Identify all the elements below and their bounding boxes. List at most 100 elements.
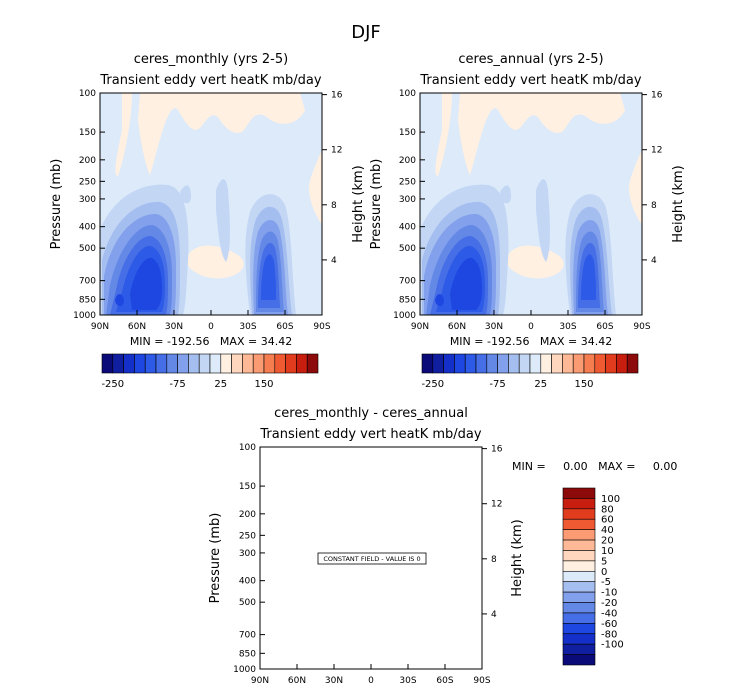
x-tick-label: 90N — [251, 676, 269, 686]
colorbar-swatch — [486, 353, 498, 374]
y-axis-label: Pressure (mb) — [208, 513, 223, 604]
colorbar-label: 0 — [601, 567, 607, 578]
contour-positive-region — [629, 150, 642, 225]
y-tick-label: 850 — [399, 295, 416, 305]
contour-positive-region — [309, 150, 322, 225]
colorbar-swatch — [454, 353, 466, 374]
colorbar-swatch — [562, 633, 596, 645]
x-axis: 90N 60N 30N 0 30S 60S 90S — [251, 664, 491, 686]
colorbar-swatch — [562, 643, 596, 655]
y-tick-label: 200 — [79, 156, 96, 166]
x-tick-label: 90N — [411, 322, 429, 332]
y2-tick-label: 8 — [491, 555, 497, 565]
y-axis: 100 150 200 250 300 400 500 700 850 1000 — [73, 89, 105, 321]
colorbar-label: -75 — [169, 379, 185, 390]
y-tick-label: 100 — [79, 89, 96, 99]
panel-ceres-monthly: ceres_monthly (yrs 2-5) Transient eddy v… — [49, 52, 366, 390]
panel-subtitle: Transient eddy vert heatK mb/day — [259, 427, 481, 442]
colorbar-swatch — [306, 353, 319, 374]
colorbar-label: 5 — [601, 556, 607, 567]
contour-negative-level — [216, 179, 230, 262]
contour-negative-level — [435, 294, 444, 306]
colorbar-swatch — [134, 353, 146, 374]
colorbar-label: 20 — [601, 536, 614, 547]
colorbar-label: -10 — [601, 588, 617, 599]
colorbar-label: -40 — [601, 608, 617, 619]
colorbar-swatch — [529, 353, 542, 374]
colorbar-swatch — [263, 353, 276, 374]
x-tick-label: 30S — [399, 676, 416, 686]
colorbar-swatch — [562, 353, 574, 374]
y-tick-label: 300 — [79, 195, 96, 205]
colorbar-swatch — [155, 353, 168, 374]
x-tick-label: 30N — [485, 322, 503, 332]
colorbar-swatch — [464, 353, 477, 374]
colorbar-swatch — [626, 353, 639, 374]
colorbar-swatch — [562, 612, 596, 624]
y2-axis-label: Height (km) — [671, 165, 686, 242]
contour-negative-level — [130, 257, 162, 310]
x-tick-label: 30N — [165, 322, 183, 332]
colorbar-label: 40 — [601, 525, 614, 536]
colorbar-swatch — [562, 560, 596, 572]
min-max-stats: MIN = -192.56 MAX = 34.42 — [450, 335, 612, 348]
colorbar-swatch — [177, 353, 189, 374]
colorbar-label: -60 — [601, 619, 617, 630]
colorbar-swatch — [508, 353, 520, 374]
contour-positive-region — [186, 245, 244, 279]
colorbar-label: 150 — [254, 379, 273, 390]
x-tick-label: 60N — [288, 676, 306, 686]
y-tick-label: 700 — [399, 277, 416, 287]
y-tick-label: 100 — [399, 89, 416, 99]
x-tick-label: 0 — [368, 676, 374, 686]
constant-field-box — [317, 552, 427, 565]
colorbar-swatch — [562, 570, 596, 583]
y-tick-label: 850 — [79, 295, 96, 305]
y2-tick-label: 12 — [331, 146, 342, 156]
panel-ceres-annual: ceres_annual (yrs 2-5) Transient eddy ve… — [369, 52, 686, 390]
colorbar-swatch — [112, 353, 124, 374]
colorbar-swatch — [188, 353, 200, 374]
colorbar-swatch — [562, 591, 596, 603]
y-tick-label: 100 — [239, 443, 256, 453]
y-tick-label: 1000 — [73, 311, 96, 321]
colorbar-swatch — [101, 353, 114, 374]
x-tick-label: 30S — [239, 322, 256, 332]
colorbar-swatch — [562, 529, 596, 541]
y-tick-label: 500 — [399, 244, 416, 254]
colorbar-label: 150 — [574, 379, 593, 390]
panel-title: ceres_annual (yrs 2-5) — [458, 52, 603, 67]
y2-tick-label: 4 — [651, 256, 657, 266]
y2-axis: 16 12 8 4 — [642, 91, 663, 266]
colorbar-swatch — [562, 550, 596, 562]
x-tick-label: 90S — [313, 322, 330, 332]
colorbar-swatch — [166, 353, 178, 374]
colorbar-label: -5 — [601, 577, 611, 588]
panel-subtitle: Transient eddy vert heatK mb/day — [419, 73, 641, 88]
contour-negative-level — [261, 254, 276, 300]
colorbar-swatch — [475, 353, 488, 374]
colorbar: -250 -75 25 150 — [101, 353, 319, 390]
y2-tick-label: 12 — [491, 500, 502, 510]
colorbar-swatch — [296, 353, 308, 374]
x-tick-label: 60S — [436, 676, 453, 686]
colorbar-label: 100 — [601, 494, 620, 505]
colorbar-label: 60 — [601, 515, 614, 526]
y-tick-label: 200 — [399, 156, 416, 166]
x-tick-label: 30N — [325, 676, 343, 686]
contour-layers — [420, 93, 642, 315]
y-axis-label: Pressure (mb) — [49, 159, 64, 250]
colorbar-swatch — [562, 602, 596, 614]
y2-tick-label: 4 — [491, 610, 497, 620]
y-axis: 100 150 200 250 300 400 500 700 850 1000 — [233, 443, 265, 675]
y2-tick-label: 4 — [331, 256, 337, 266]
colorbar-label: -20 — [601, 598, 617, 609]
colorbar-swatch — [583, 353, 596, 374]
colorbar-swatch — [123, 353, 135, 374]
min-max-stats: MIN = 0.00 MAX = 0.00 — [512, 460, 677, 473]
colorbar-swatch — [209, 353, 222, 374]
colorbar-swatch — [432, 353, 444, 374]
